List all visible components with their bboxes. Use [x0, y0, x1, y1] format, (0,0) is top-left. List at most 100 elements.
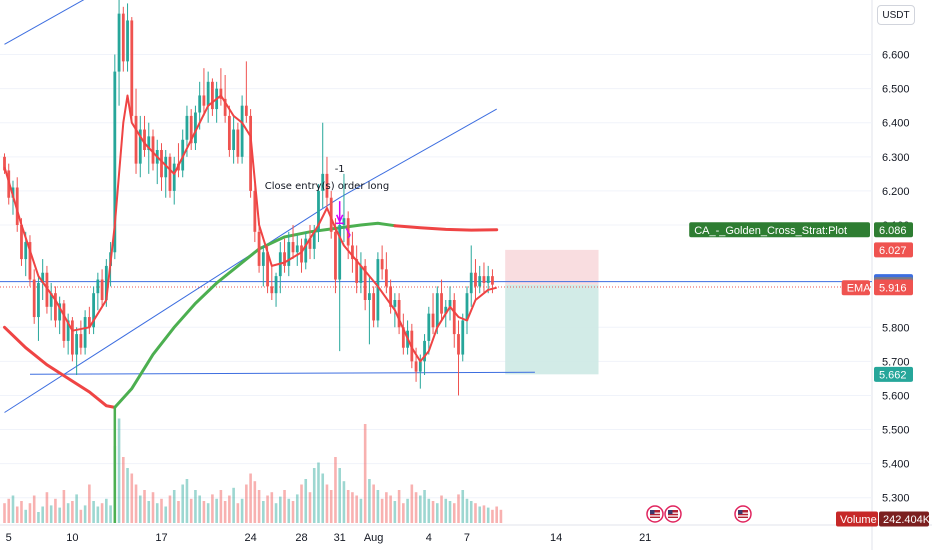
us-flag-event-icon[interactable] [646, 505, 664, 523]
volume-bar [100, 503, 104, 523]
position-box[interactable] [505, 249, 599, 375]
volume-bar [376, 490, 380, 523]
volume-bar [109, 505, 112, 523]
volume-bar [363, 424, 367, 523]
price-labels: 6.086 CA_-_Golden_Cross_Strat:Plot 6.027 5.… [689, 222, 931, 527]
series-name: EMA [847, 283, 872, 295]
candle-body [423, 340, 426, 362]
volume-bar [160, 498, 163, 523]
x-tick-label: 5 [6, 532, 12, 544]
volume-bar [189, 498, 193, 523]
candle-body [54, 293, 57, 321]
candle-body [325, 173, 329, 198]
price-label-value: 6.086 [879, 225, 907, 237]
volume-bar [486, 507, 490, 523]
volume-name: Volume [840, 514, 877, 526]
flag-stripe [668, 512, 678, 514]
series-name: CA_-_Golden_Cross_Strat:Plot [694, 225, 847, 237]
candle-body [389, 286, 393, 307]
volume-bar [461, 490, 465, 523]
y-tick-label: 5.300 [882, 493, 910, 505]
volume-bar [406, 498, 409, 523]
volume-bar [198, 495, 201, 523]
candle-body [41, 272, 45, 283]
volume-name-tag [836, 511, 878, 527]
volume-bar [491, 509, 494, 523]
candle-body [283, 252, 286, 266]
volume-bar [168, 495, 172, 523]
volume-bar [325, 484, 329, 523]
volume-bar [338, 468, 341, 523]
candle-body [274, 276, 278, 294]
volume-bar [359, 498, 363, 523]
candle-body [198, 95, 202, 113]
candle-body [448, 300, 452, 307]
candle-body [87, 317, 91, 328]
candle-body [62, 303, 66, 341]
candle-body [66, 320, 70, 341]
candle-body [147, 136, 151, 150]
volume-bar [334, 457, 337, 523]
volume-bar [321, 473, 325, 523]
candle-body [151, 136, 155, 164]
candle-body [474, 272, 477, 287]
volume-bar [240, 498, 244, 523]
candle-body [160, 150, 163, 178]
volume-bar [15, 506, 19, 523]
volume-bar [79, 509, 83, 523]
candle-body [359, 265, 363, 283]
volume-bar [257, 490, 261, 523]
candle-body [28, 242, 32, 280]
candle-body [244, 105, 248, 116]
candle-body [351, 245, 354, 260]
price-label-value: 6.027 [879, 245, 907, 257]
candle-body [236, 129, 240, 157]
time-axis[interactable]: 5 10 17 24 28 31 Aug 4 7 14 21 [6, 532, 652, 544]
candle-body [185, 115, 189, 140]
volume-bar [499, 509, 503, 523]
volume-bar [185, 479, 189, 523]
volume-bar [304, 479, 308, 523]
volume-bar [138, 495, 142, 523]
us-flag-event-icon[interactable] [664, 505, 682, 523]
candle-body [367, 293, 371, 300]
volume-bar [219, 490, 223, 523]
candle-body [75, 334, 79, 355]
volume-bar [223, 501, 227, 523]
volume-bar [215, 498, 218, 523]
y-tick-label: 6.600 [882, 50, 910, 62]
volume-bar [58, 507, 61, 523]
volume-bar [62, 490, 66, 523]
volume-bar [206, 503, 210, 523]
volume-bar [24, 509, 28, 523]
candle-body [253, 190, 257, 232]
y-tick-label: 5.600 [882, 390, 910, 402]
y-tick-label: 5.400 [882, 459, 910, 471]
volume-bar [232, 487, 235, 523]
candle-body [372, 293, 376, 321]
candle-body [295, 245, 299, 253]
x-tick-label: 7 [464, 532, 470, 544]
candle-body [32, 279, 36, 318]
candle-body [363, 265, 367, 300]
volume-bar [465, 498, 469, 523]
volume-bar [28, 503, 32, 523]
volume-bar [45, 492, 49, 523]
currency-button[interactable]: USDT [877, 5, 915, 25]
event-markers[interactable] [646, 505, 752, 523]
volume-bar [71, 501, 74, 523]
volume-bar [126, 468, 129, 523]
y-tick-label: 5.800 [882, 322, 910, 334]
candle-body [172, 163, 176, 191]
volume-value: 242.404K [883, 514, 931, 526]
volume-bar [312, 468, 316, 523]
volume-bar [402, 503, 405, 523]
candle-body [469, 272, 473, 294]
volume-bar [181, 484, 185, 523]
candle-body [130, 20, 134, 116]
candle-body [121, 13, 125, 62]
volume-bar [300, 484, 303, 523]
us-flag-event-icon[interactable] [734, 505, 752, 523]
x-tick-label: 28 [295, 532, 307, 544]
